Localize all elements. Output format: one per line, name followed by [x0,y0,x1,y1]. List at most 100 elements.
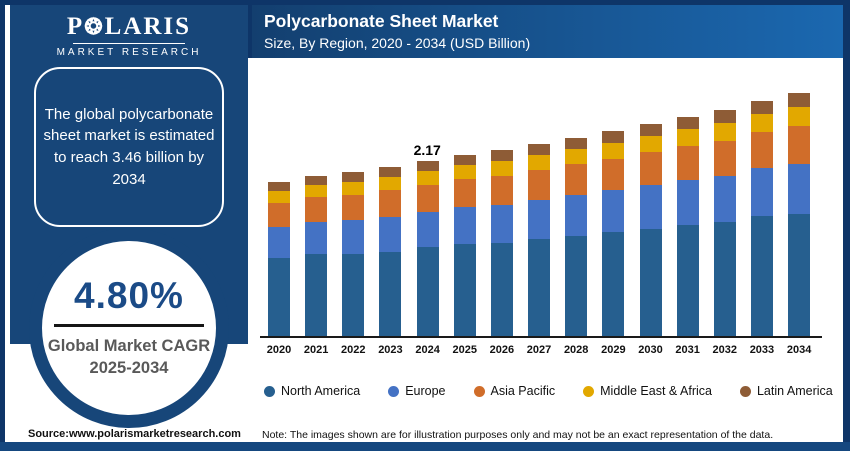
frame-left-border [0,0,5,451]
x-axis-tick-2024: 2024 [415,344,440,356]
bar-segment-asia-pacific [379,190,402,217]
stacked-bar-2022 [342,172,365,336]
bar-segment-europe [342,220,365,254]
bar-segment-latin-america [490,150,513,161]
x-axis-tick-2028: 2028 [563,344,589,356]
legend-label: North America [281,384,361,398]
cagr-circle-badge: 4.80% Global Market CAGR 2025-2034 [29,228,229,428]
x-axis-tick-2032: 2032 [712,344,738,356]
stacked-bar-2027 [528,144,551,336]
bar-segment-latin-america [676,117,699,129]
stacked-bar-plot: 2020 2021 2022 2023 2024 2.17 2025 2026 2027 2028… [248,58,843,356]
bar-segment-latin-america [750,101,773,114]
bar-segment-north-america [676,225,699,336]
bar-segment-latin-america [602,131,625,143]
bar-segment-europe [602,190,625,232]
page-subtitle: Size, By Region, 2020 - 2034 (USD Billio… [264,35,531,51]
legend-item-latin-america: Latin America [739,384,833,398]
x-axis-tick-2034: 2034 [786,344,812,356]
cagr-label-line2: 2025-2034 [89,359,169,378]
bar-segment-latin-america [528,144,551,155]
bar-segment-latin-america [416,161,439,171]
bar-segment-asia-pacific [490,176,513,205]
frame-right-border [843,0,850,451]
logo-letters-laris: LARIS [104,13,192,40]
cagr-divider-line [54,324,204,327]
legend-label: Latin America [756,384,833,398]
bar-segment-europe [676,180,699,225]
frame-top-border [0,0,850,5]
source-text: Source:www.polarismarketresearch.com [28,428,241,440]
bar-segment-asia-pacific [342,195,365,220]
bar-segment-middle-east-africa [305,185,328,197]
chart-region: 2020 2021 2022 2023 2024 2.17 2025 2026 2027 2028… [248,58,843,428]
x-axis-tick-2031: 2031 [675,344,700,356]
bar-segment-europe [788,164,811,214]
polaris-logo: P❂LARIS MARKET RESEARCH [10,5,248,58]
bar-segment-asia-pacific [416,185,439,212]
bar-segment-latin-america [565,138,588,149]
cagr-label-line1: Global Market CAGR [47,337,211,355]
bar-segment-middle-east-africa [639,136,662,152]
legend-label: Middle East & Africa [600,384,712,398]
legend-label: Europe [405,384,446,398]
bar-segment-asia-pacific [676,146,699,180]
bar-segment-latin-america [788,93,811,107]
x-axis-tick-2029: 2029 [601,344,626,356]
legend-dot-icon [388,385,400,397]
bar-segment-latin-america [453,155,476,165]
bar-segment-europe [528,200,551,239]
x-axis-line [260,336,822,338]
legend-dot-icon [264,385,275,397]
bar-segment-middle-east-africa [528,155,551,170]
cagr-label: Global Market CAGR 2025-2034 [42,335,216,380]
bar-segment-asia-pacific [268,203,290,227]
bar-segment-asia-pacific [750,132,773,168]
bar-segment-europe [416,212,439,247]
bar-segment-north-america [565,236,588,336]
bar-segment-north-america [750,216,773,336]
bar-segment-europe [713,176,736,222]
bar-segment-europe [379,217,402,252]
x-axis-tick-2025: 2025 [452,344,477,356]
bar-segment-north-america [268,258,290,336]
legend-item-europe: Europe [388,384,446,398]
bar-segment-middle-east-africa [676,129,699,146]
compass-star-icon: ❂ [84,14,105,39]
bar-segment-middle-east-africa [379,177,402,190]
bar-segment-latin-america [639,124,662,136]
legend-dot-icon [583,385,595,397]
bar-segment-north-america [528,239,551,336]
bar-segment-europe [639,185,662,229]
market-estimate-callout-box: The global polycarbonate sheet market is… [34,67,224,227]
bar-segment-europe [750,168,773,216]
legend-item-asia-pacific: Asia Pacific [473,384,555,398]
x-axis-tick-2027: 2027 [526,344,552,356]
bar-segment-europe [490,205,513,243]
bar-segment-asia-pacific [713,141,736,176]
bar-segment-latin-america [305,176,328,185]
bar-segment-middle-east-africa [268,191,290,203]
bar-segment-asia-pacific [565,164,588,195]
chart-header: Polycarbonate Sheet Market Size, By Regi… [248,5,843,58]
bar-segment-latin-america [713,110,736,123]
x-axis-tick-2020: 2020 [266,344,292,356]
bar-segment-middle-east-africa [453,165,476,179]
stacked-bar-2028 [565,138,588,336]
stacked-bar-2024 [416,161,439,336]
bar-segment-asia-pacific [305,197,328,222]
bar-segment-middle-east-africa [416,171,439,185]
bar-segment-asia-pacific [528,170,551,200]
x-axis-tick-2030: 2030 [638,344,663,356]
legend-dot-icon [473,385,485,397]
bar-segment-europe [565,195,588,236]
x-axis-tick-2021: 2021 [303,344,329,356]
stacked-bar-2021 [305,176,328,336]
bar-segment-middle-east-africa [565,149,588,164]
x-axis-tick-2023: 2023 [378,344,403,356]
bar-segment-north-america [490,243,513,336]
bar-segment-middle-east-africa [713,123,736,141]
logo-wordmark: P❂LARIS [10,13,248,41]
bar-segment-middle-east-africa [750,114,773,132]
legend-item-north-america: North America [264,384,360,398]
